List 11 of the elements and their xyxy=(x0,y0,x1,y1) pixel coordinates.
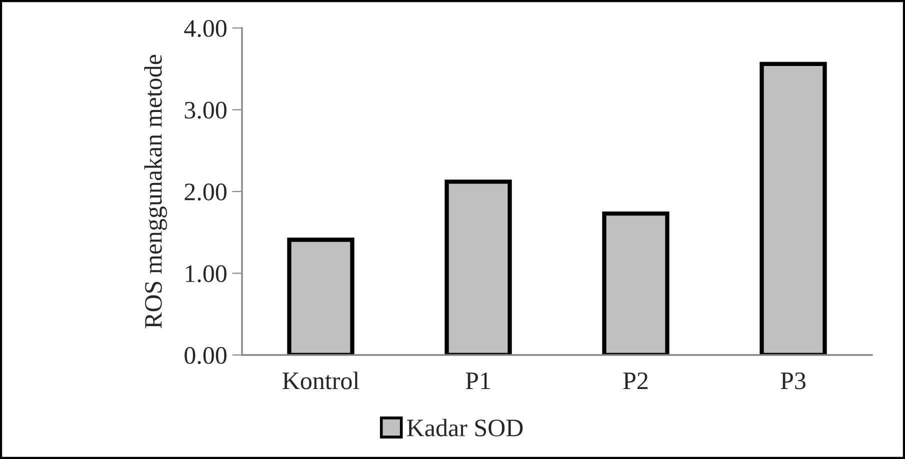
x-tick-label: P1 xyxy=(466,372,490,390)
y-tick-label: 4.00 xyxy=(184,20,226,38)
legend-label: Kadar SOD xyxy=(407,418,523,436)
y-tick-label: 2.00 xyxy=(184,184,226,201)
x-tick-label: P3 xyxy=(780,372,806,390)
y-tick-label: 0.00 xyxy=(184,347,226,364)
y-tick-label: 1.00 xyxy=(186,265,226,282)
y-axis-title: ROS menggunakan metode xyxy=(144,54,167,328)
y-tick-label: 3.00 xyxy=(184,102,226,119)
x-tick-label: P2 xyxy=(623,372,648,390)
x-tick-label: Kontrol xyxy=(282,372,360,390)
